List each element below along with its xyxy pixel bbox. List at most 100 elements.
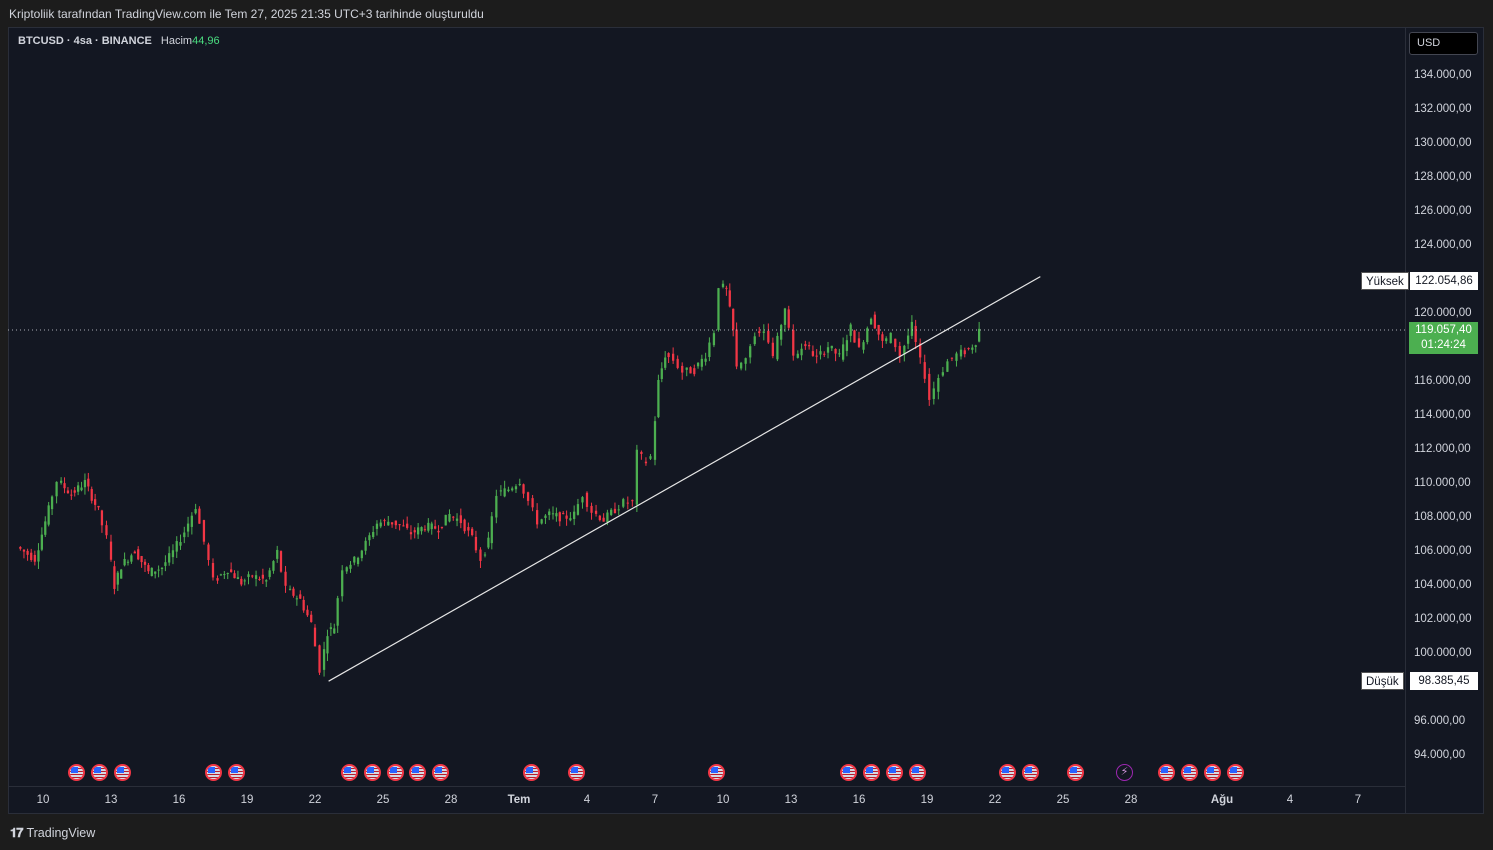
us-flag-icon[interactable] (909, 764, 926, 781)
candle-body (950, 357, 954, 359)
candle-body (664, 357, 667, 368)
candle-body (800, 348, 803, 356)
candle-body (341, 570, 344, 597)
candle-body (479, 549, 482, 561)
candle-body (164, 562, 167, 566)
time-tick-label: 28 (1124, 794, 1138, 806)
candle-body (581, 497, 584, 503)
candle-body (455, 518, 459, 521)
time-tick-label: 19 (920, 794, 934, 806)
us-flag-icon[interactable] (1022, 764, 1039, 781)
candle-body (576, 504, 580, 515)
us-flag-icon[interactable] (1204, 764, 1221, 781)
us-flag-icon[interactable] (1067, 764, 1084, 781)
candle-body (467, 527, 470, 531)
candle-body (881, 334, 884, 341)
chart-frame[interactable] (8, 27, 1484, 814)
price-tick-label: 108.000,00 (1414, 511, 1472, 523)
candle-body (551, 513, 555, 515)
us-flag-icon[interactable] (205, 764, 222, 781)
currency-button[interactable]: USD (1409, 32, 1478, 55)
brand-name: TradingView (26, 826, 96, 840)
time-tick-label: 10 (716, 794, 730, 806)
us-flag-icon[interactable] (840, 764, 857, 781)
us-flag-icon[interactable] (568, 764, 585, 781)
candle-body (548, 511, 551, 516)
candlestick-plot[interactable] (8, 27, 1405, 786)
candle-body (73, 490, 76, 493)
candle-body (708, 342, 711, 358)
candle-body (522, 484, 525, 494)
candle-body (653, 421, 657, 460)
us-flag-icon[interactable] (228, 764, 245, 781)
chart-legend[interactable]: BTCUSD · 4sa · BINANCE Hacim44,96 (18, 35, 220, 47)
candle-body (417, 527, 420, 535)
price-tick-label: 120.000,00 (1414, 307, 1472, 319)
candle-body (511, 488, 514, 491)
candle-body (40, 534, 43, 550)
volume-label: Hacim (160, 35, 193, 47)
candle-body (562, 513, 565, 515)
us-flag-icon[interactable] (68, 764, 85, 781)
candle-body (602, 517, 605, 522)
candle-body (133, 551, 136, 554)
candle-body (306, 609, 309, 616)
candle-body (345, 567, 348, 572)
candle-body (845, 340, 849, 351)
us-flag-icon[interactable] (341, 764, 358, 781)
candle-body (483, 554, 487, 556)
us-flag-icon[interactable] (523, 764, 540, 781)
us-flag-icon[interactable] (114, 764, 131, 781)
candle-body (693, 368, 696, 375)
us-flag-icon[interactable] (863, 764, 880, 781)
us-flag-icon[interactable] (387, 764, 404, 781)
candle-body (37, 550, 40, 562)
candle-body (60, 480, 63, 483)
candle-body (712, 333, 716, 346)
us-flag-icon[interactable] (1227, 764, 1244, 781)
time-tick-label: 16 (852, 794, 866, 806)
candle-body (364, 540, 367, 551)
candle-body (254, 575, 258, 579)
candle-body (276, 549, 279, 559)
candle-body (626, 502, 629, 504)
candle-body (780, 325, 783, 340)
low-label: Düşük (1361, 672, 1404, 690)
us-flag-icon[interactable] (364, 764, 381, 781)
candle-body (157, 569, 160, 571)
candle-body (783, 308, 787, 325)
time-tick-label: 28 (444, 794, 458, 806)
us-flag-icon[interactable] (409, 764, 426, 781)
candle-body (657, 379, 660, 418)
candle-body (740, 362, 743, 369)
candle-body (487, 537, 490, 548)
price-tick-label: 130.000,00 (1414, 137, 1472, 149)
candle-body (333, 628, 336, 634)
us-flag-icon[interactable] (91, 764, 108, 781)
candle-body (914, 325, 917, 343)
us-flag-icon[interactable] (432, 764, 449, 781)
candle-body (558, 512, 561, 522)
us-flag-icon[interactable] (708, 764, 725, 781)
lightning-bolt-icon[interactable]: ⚡ (1116, 764, 1133, 781)
us-flag-icon[interactable] (1158, 764, 1175, 781)
candle-body (292, 588, 295, 596)
candle-body (544, 515, 547, 518)
candle-body (77, 485, 80, 492)
tradingview-brand[interactable]: 𝟏𝟕 TradingView (10, 825, 95, 841)
us-flag-icon[interactable] (999, 764, 1016, 781)
candle-body (26, 550, 29, 555)
us-flag-icon[interactable] (886, 764, 903, 781)
candle-body (635, 449, 638, 505)
candle-body (758, 331, 761, 334)
candle-body (696, 362, 700, 367)
candle-body (857, 338, 861, 347)
candle-body (910, 321, 914, 336)
time-tick-label: 7 (651, 794, 659, 806)
candle-body (63, 483, 66, 489)
candle-body (721, 283, 725, 288)
candle-body (823, 353, 826, 355)
us-flag-icon[interactable] (1181, 764, 1198, 781)
candle-body (815, 355, 818, 357)
price-tick-label: 114.000,00 (1414, 409, 1471, 421)
